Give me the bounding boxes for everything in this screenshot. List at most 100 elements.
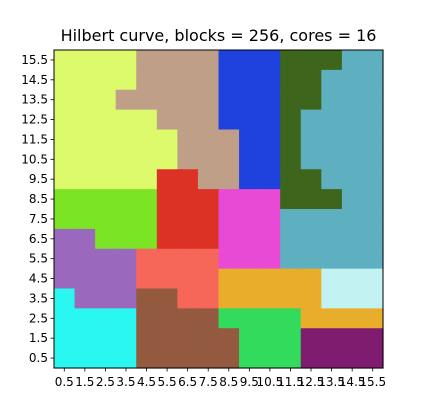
heatmap-cell: [341, 328, 364, 349]
heatmap-cell: [136, 189, 158, 210]
heatmap-cell: [239, 109, 261, 131]
heatmap-cell: [259, 189, 281, 210]
heatmap-cell: [280, 248, 302, 270]
heatmap-cell: [136, 50, 158, 71]
heatmap-cell: [74, 288, 96, 309]
heatmap-cell: [74, 89, 96, 111]
heatmap-cell: [156, 328, 178, 349]
x-tick-label: 3.5: [116, 375, 135, 389]
heatmap-cell: [341, 189, 364, 210]
heatmap-cell: [115, 209, 137, 230]
heatmap-cell: [177, 348, 199, 369]
y-tick-label: 5.5: [29, 252, 48, 266]
heatmap-cell: [321, 228, 343, 250]
heatmap-cell: [177, 288, 199, 309]
heatmap-cell: [362, 328, 384, 349]
heatmap-cell: [197, 50, 220, 71]
heatmap-cell: [74, 328, 96, 349]
heatmap-cell: [115, 328, 137, 349]
heatmap-cell: [321, 50, 343, 71]
heatmap-cell: [54, 169, 76, 190]
heatmap-cell: [115, 109, 137, 131]
x-tick-label: 5.5: [158, 375, 177, 389]
heatmap-cell: [341, 109, 364, 131]
heatmap-cell: [156, 189, 178, 210]
y-tick-label: 12.5: [21, 113, 48, 127]
heatmap-cell: [321, 129, 343, 150]
heatmap-cell: [54, 288, 76, 309]
heatmap-cell: [362, 169, 384, 190]
heatmap-cell: [300, 50, 322, 71]
heatmap-cell: [218, 89, 240, 111]
heatmap-cell: [95, 348, 117, 369]
heatmap-cell: [362, 228, 384, 250]
heatmap-cell: [74, 348, 96, 369]
heatmap-cell: [197, 248, 220, 270]
heatmap-cell: [362, 149, 384, 170]
heatmap-cell: [136, 288, 158, 309]
heatmap-cell: [54, 328, 76, 349]
heatmap-cell: [239, 89, 261, 111]
heatmap-cell: [362, 248, 384, 270]
heatmap-cell: [177, 228, 199, 250]
x-tick-label: 1.5: [75, 375, 94, 389]
y-tick-label: 4.5: [29, 272, 48, 286]
heatmap-cell: [341, 348, 364, 369]
heatmap-cell: [300, 209, 322, 230]
heatmap-cell: [300, 189, 322, 210]
x-tick-label: 2.5: [96, 375, 115, 389]
heatmap-cell: [280, 348, 302, 369]
heatmap-cell: [280, 228, 302, 250]
heatmap-cell: [95, 109, 117, 131]
x-tick-label: 15.5: [359, 375, 386, 389]
heatmap-cell: [54, 209, 76, 230]
heatmap-cell: [259, 89, 281, 111]
heatmap-cell: [341, 209, 364, 230]
heatmap-cell: [156, 50, 178, 71]
heatmap-cell: [280, 308, 302, 329]
heatmap-cell: [74, 169, 96, 190]
heatmap-cell: [321, 69, 343, 91]
y-tick-label: 10.5: [21, 152, 48, 166]
heatmap-cell: [300, 169, 322, 190]
heatmap-cell: [280, 69, 302, 91]
chart-title: Hilbert curve, blocks = 256, cores = 16: [61, 26, 377, 45]
heatmap-cell: [362, 189, 384, 210]
heatmap-cell: [197, 308, 220, 329]
heatmap-cell: [74, 189, 96, 210]
heatmap-cell: [115, 129, 137, 150]
heatmap-cell: [136, 89, 158, 111]
heatmap-cell: [54, 308, 76, 329]
x-tick-label: 10.5: [257, 375, 284, 389]
heatmap-cell: [239, 149, 261, 170]
heatmap-cell: [300, 348, 322, 369]
heatmap-cell: [218, 109, 240, 131]
heatmap-cell: [321, 109, 343, 131]
heatmap-cell: [239, 69, 261, 91]
heatmap-cell: [218, 248, 240, 270]
x-tick-label: 11.5: [277, 375, 304, 389]
heatmap-cell: [197, 348, 220, 369]
heatmap-cell: [300, 328, 322, 349]
heatmap-cell: [74, 268, 96, 290]
heatmap-cell: [95, 149, 117, 170]
plot-frame: [53, 49, 384, 369]
heatmap-cell: [156, 209, 178, 230]
heatmap-cell: [218, 348, 240, 369]
y-tick-label: 8.5: [29, 192, 48, 206]
x-tick-label: 4.5: [137, 375, 156, 389]
heatmap-cell: [136, 149, 158, 170]
heatmap-cell: [259, 69, 281, 91]
heatmap-cell: [341, 89, 364, 111]
heatmap-cell: [362, 288, 384, 309]
heatmap-cell: [197, 288, 220, 309]
heatmap-cell: [115, 189, 137, 210]
heatmap-cell: [156, 288, 178, 309]
heatmap-cell: [300, 308, 322, 329]
heatmap-cell: [54, 50, 76, 71]
heatmap-cell: [95, 288, 117, 309]
heatmap-cell: [156, 149, 178, 170]
heatmap-cell: [300, 69, 322, 91]
heatmap-cell: [341, 288, 364, 309]
heatmap-cell: [239, 169, 261, 190]
